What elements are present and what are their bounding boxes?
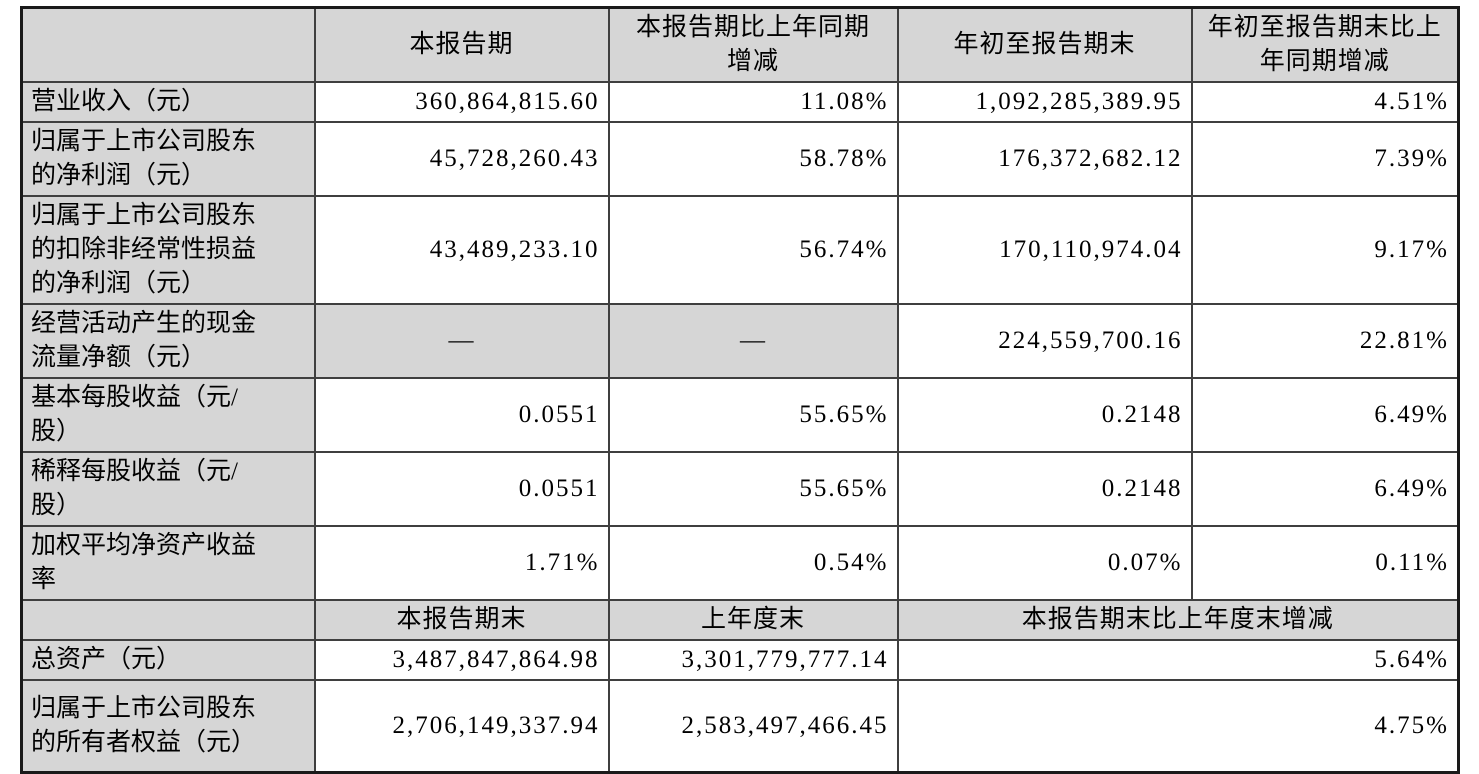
cell-value: 43,489,233.10: [313, 195, 610, 305]
header-end-of-period: 本报告期末: [313, 599, 610, 641]
cell-value: 11.08%: [607, 81, 899, 123]
table-row-total-assets: 总资产（元） 3,487,847,864.98 3,301,779,777.14…: [20, 639, 1460, 681]
header-current-period: 本报告期: [313, 6, 610, 83]
row-label: 归属于上市公司股东 的扣除非经常性损益 的净利润（元）: [20, 195, 316, 305]
row-label: 总资产（元）: [20, 639, 316, 681]
row-label: 归属于上市公司股东 的净利润（元）: [20, 121, 316, 197]
header-end-of-last-year: 上年度末: [607, 599, 899, 641]
table-row-operating-revenue: 营业收入（元） 360,864,815.60 11.08% 1,092,285,…: [20, 81, 1460, 123]
cell-value: 3,487,847,864.98: [313, 639, 610, 681]
cell-value: 3,301,779,777.14: [607, 639, 899, 681]
header-period-end-vs-last-year-change: 本报告期末比上年度末增减: [896, 599, 1460, 641]
cell-value: 4.51%: [1190, 81, 1460, 123]
cell-value: 9.17%: [1190, 195, 1460, 305]
table-row-equity-attributable-to-shareholders: 归属于上市公司股东 的所有者权益（元） 2,706,149,337.94 2,5…: [20, 679, 1460, 773]
financial-summary-table: 本报告期 本报告期比上年同期 增减 年初至报告期末 年初至报告期末比上 年同期增…: [20, 6, 1460, 774]
row-label: 经营活动产生的现金 流量净额（元）: [20, 303, 316, 379]
cell-value: 0.07%: [896, 525, 1193, 601]
cell-value: 0.2148: [896, 377, 1193, 453]
header-current-period-yoy-change: 本报告期比上年同期 增减: [607, 6, 899, 83]
cell-value: 0.0551: [313, 451, 610, 527]
header-year-to-date: 年初至报告期末: [896, 6, 1193, 83]
cell-value: 45,728,260.43: [313, 121, 610, 197]
table-row-basic-eps: 基本每股收益（元/ 股） 0.0551 55.65% 0.2148 6.49%: [20, 377, 1460, 453]
cell-value: 360,864,815.60: [313, 81, 610, 123]
cell-value: 0.11%: [1190, 525, 1460, 601]
cell-value: 56.74%: [607, 195, 899, 305]
cell-value: 58.78%: [607, 121, 899, 197]
cell-value: 5.64%: [896, 639, 1460, 681]
cell-value: 176,372,682.12: [896, 121, 1193, 197]
cell-value: 22.81%: [1190, 303, 1460, 379]
cell-value: 0.2148: [896, 451, 1193, 527]
cell-value: 55.65%: [607, 451, 899, 527]
cell-dash: —: [607, 303, 899, 379]
cell-value: 224,559,700.16: [896, 303, 1193, 379]
cell-dash: —: [313, 303, 610, 379]
cell-value: 170,110,974.04: [896, 195, 1193, 305]
table-row-net-profit-excl-nonrecurring: 归属于上市公司股东 的扣除非经常性损益 的净利润（元） 43,489,233.1…: [20, 195, 1460, 305]
table-row-diluted-eps: 稀释每股收益（元/ 股） 0.0551 55.65% 0.2148 6.49%: [20, 451, 1460, 527]
row-label: 加权平均净资产收益 率: [20, 525, 316, 601]
table-row-weighted-avg-roe: 加权平均净资产收益 率 1.71% 0.54% 0.07% 0.11%: [20, 525, 1460, 601]
header-empty-cell: [20, 599, 316, 641]
cell-value: 2,583,497,466.45: [607, 679, 899, 773]
cell-value: 55.65%: [607, 377, 899, 453]
header-empty-cell: [20, 6, 316, 83]
cell-value: 4.75%: [896, 679, 1460, 773]
cell-value: 0.0551: [313, 377, 610, 453]
cell-value: 6.49%: [1190, 451, 1460, 527]
row-label: 基本每股收益（元/ 股）: [20, 377, 316, 453]
cell-value: 1.71%: [313, 525, 610, 601]
table-row-net-profit: 归属于上市公司股东 的净利润（元） 45,728,260.43 58.78% 1…: [20, 121, 1460, 197]
cell-value: 0.54%: [607, 525, 899, 601]
cell-value: 1,092,285,389.95: [896, 81, 1193, 123]
cell-value: 7.39%: [1190, 121, 1460, 197]
header-row-period-end: 本报告期末 上年度末 本报告期末比上年度末增减: [20, 599, 1460, 641]
cell-value: 6.49%: [1190, 377, 1460, 453]
table-row-operating-cash-flow: 经营活动产生的现金 流量净额（元） — — 224,559,700.16 22.…: [20, 303, 1460, 379]
header-row-period: 本报告期 本报告期比上年同期 增减 年初至报告期末 年初至报告期末比上 年同期增…: [20, 6, 1460, 83]
row-label: 营业收入（元）: [20, 81, 316, 123]
row-label: 稀释每股收益（元/ 股）: [20, 451, 316, 527]
header-year-to-date-yoy-change: 年初至报告期末比上 年同期增减: [1190, 6, 1460, 83]
cell-value: 2,706,149,337.94: [313, 679, 610, 773]
row-label: 归属于上市公司股东 的所有者权益（元）: [20, 679, 316, 773]
